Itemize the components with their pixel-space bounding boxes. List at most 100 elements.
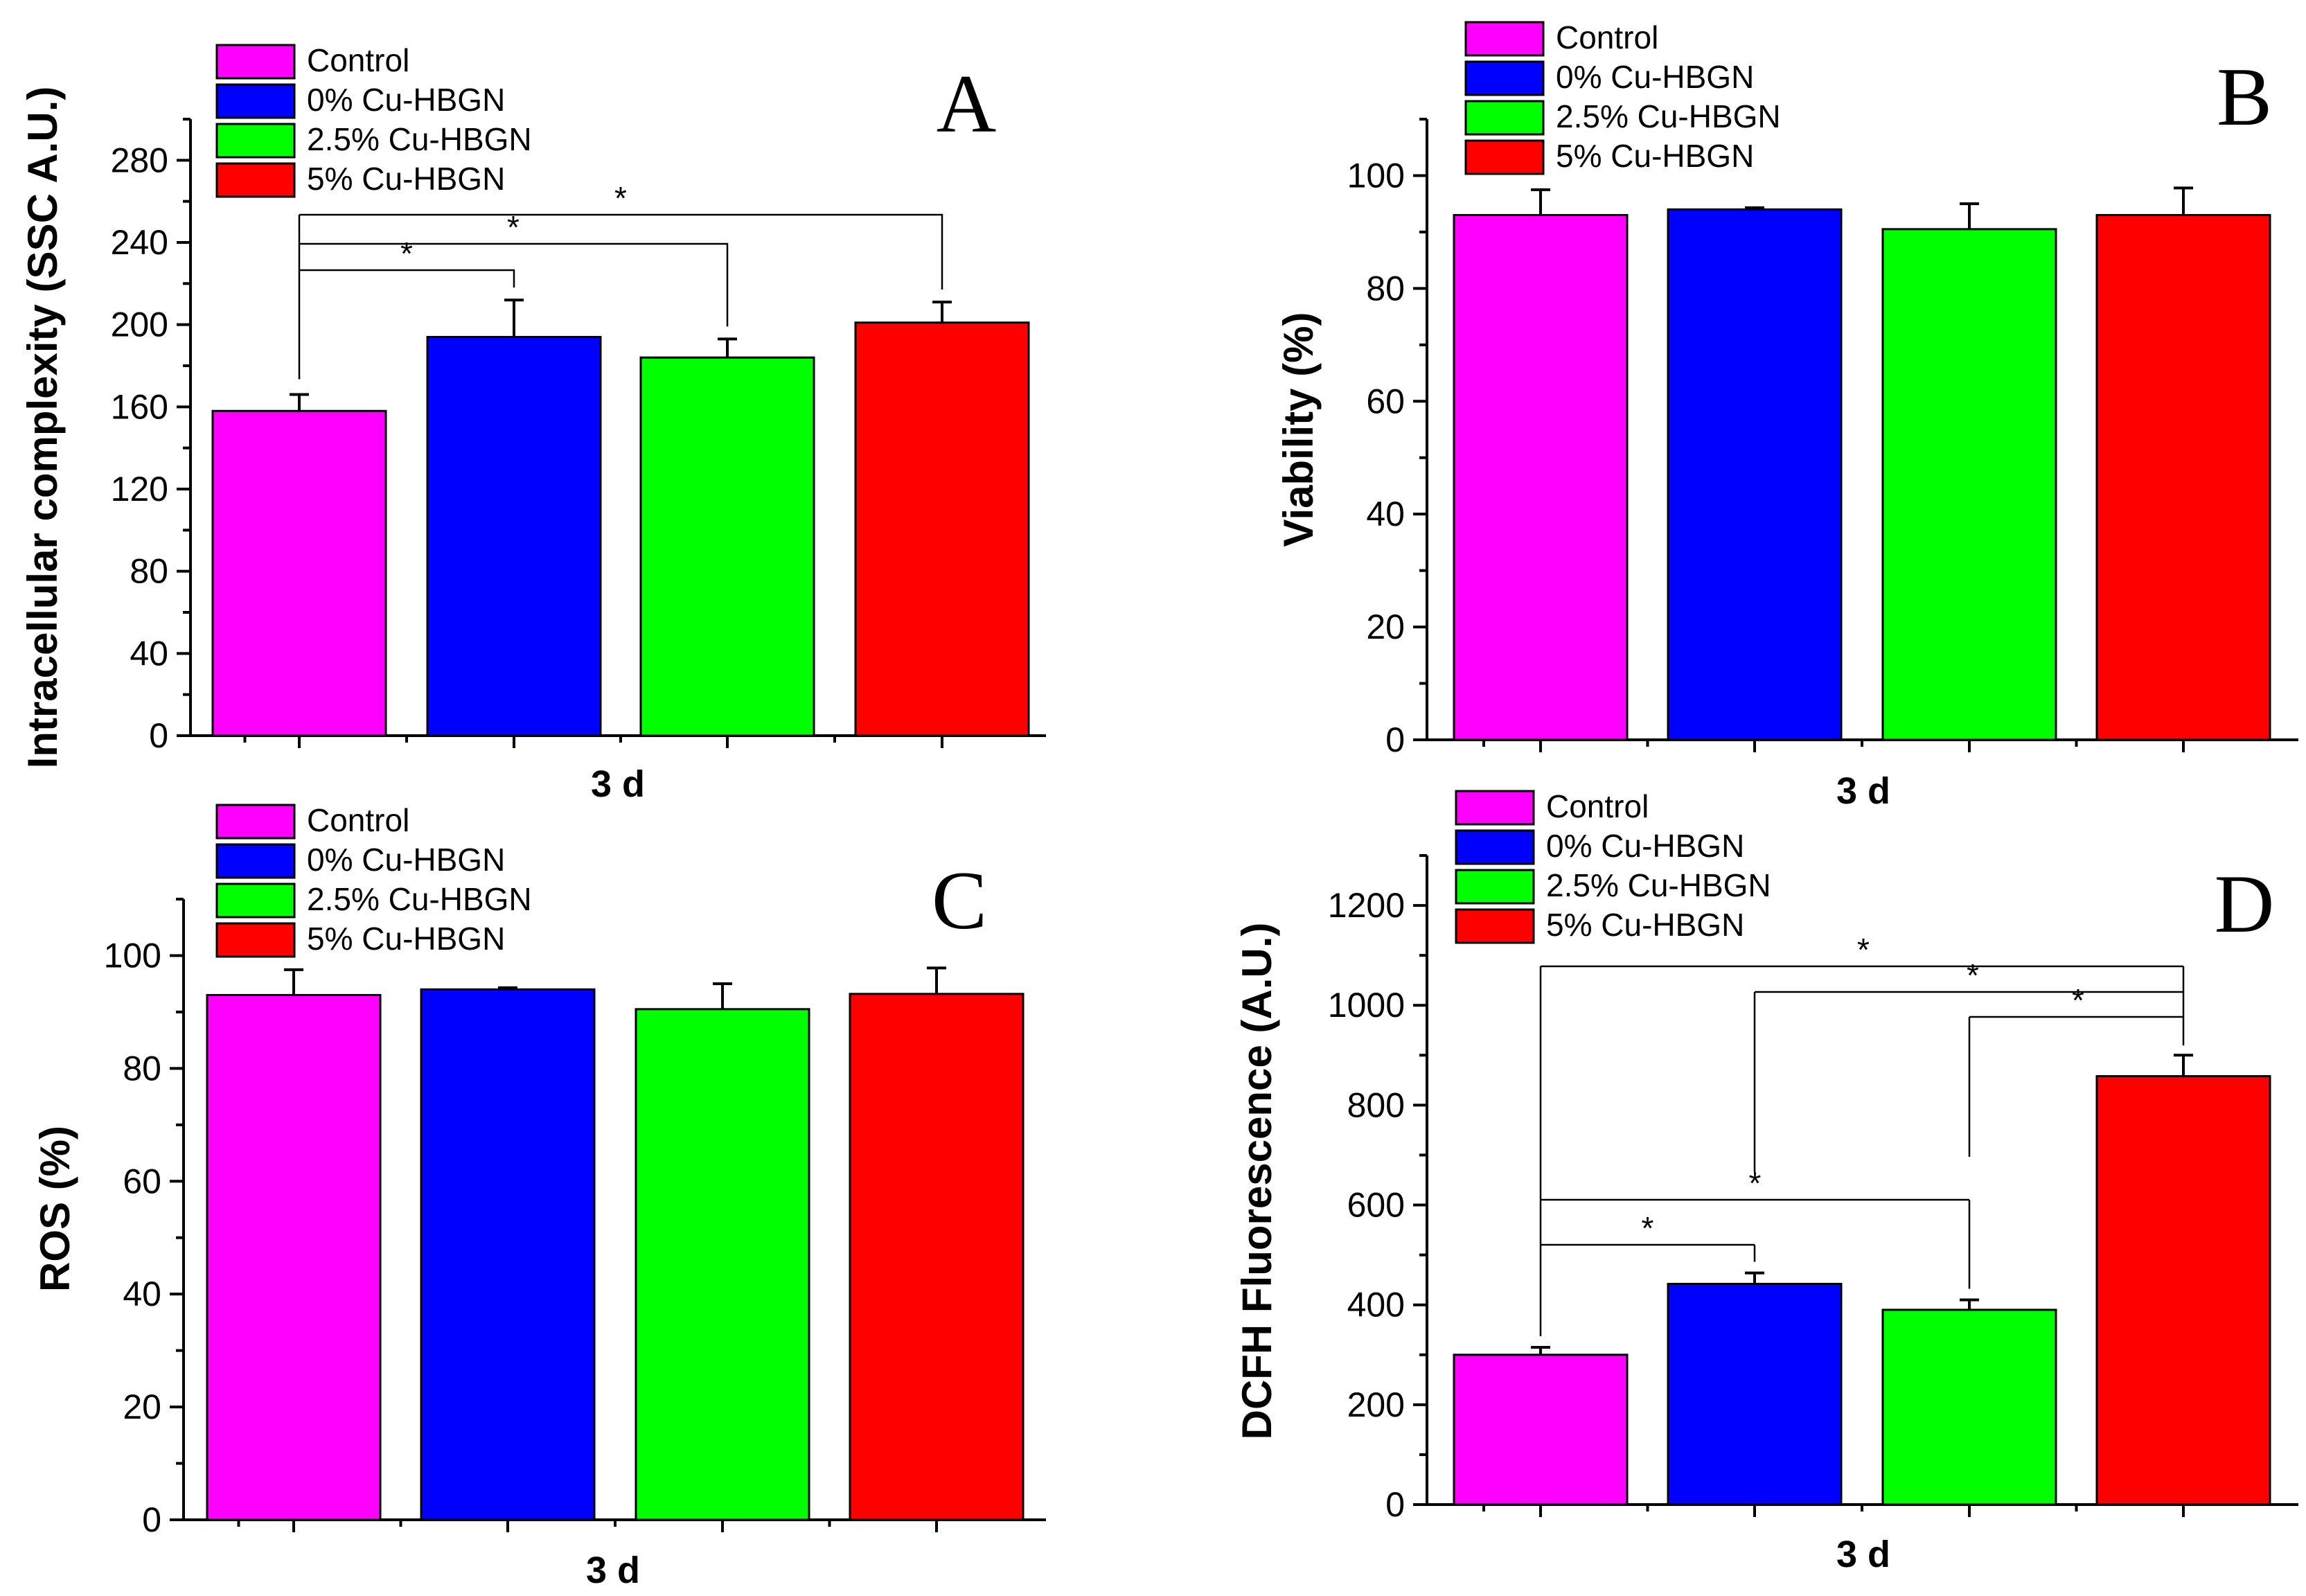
y-tick-label: 160 xyxy=(111,387,168,426)
y-tick-label: 80 xyxy=(130,552,168,591)
legend-swatch xyxy=(1455,869,1535,905)
significance-marker: * xyxy=(1642,1210,1654,1246)
legend-label: Control xyxy=(307,42,409,78)
bar-5-cu-hbgn xyxy=(2095,213,2271,741)
legend-label: 0% Cu-HBGN xyxy=(1546,828,1744,864)
bar-2-5-cu-hbgn xyxy=(1881,1309,2057,1506)
legend-label: 2.5% Cu-HBGN xyxy=(307,121,532,157)
y-tick-label: 600 xyxy=(1347,1186,1405,1225)
y-axis-label: DCFH Fluorescence (A.U.) xyxy=(1234,923,1280,1440)
legend-swatch xyxy=(215,804,296,840)
y-tick-label: 20 xyxy=(123,1387,161,1426)
significance-marker: * xyxy=(1857,932,1870,968)
bar-0-cu-hbgn xyxy=(1667,1282,1843,1506)
y-tick-label: 40 xyxy=(123,1275,161,1313)
panel-letter: C xyxy=(932,854,987,946)
y-tick-label: 0 xyxy=(1385,720,1405,759)
y-tick-label: 40 xyxy=(130,634,168,673)
legend-label: 0% Cu-HBGN xyxy=(307,82,505,118)
legend-label: 5% Cu-HBGN xyxy=(307,161,505,197)
bar-control xyxy=(1453,213,1629,741)
legend-swatch xyxy=(1464,60,1545,96)
y-tick-label: 20 xyxy=(1366,608,1405,646)
y-tick-label: 280 xyxy=(111,141,168,179)
panel-A: 0 40 80 120 160 200 240 280 * * * Intracellular com… xyxy=(19,42,1046,805)
bar-0-cu-hbgn xyxy=(426,335,602,737)
y-tick-label: 120 xyxy=(111,470,168,508)
bar-control xyxy=(211,409,387,737)
legend-label: 5% Cu-HBGN xyxy=(1546,907,1744,943)
legend-swatch xyxy=(1455,908,1535,944)
panel-C: 0 20 40 60 80 100 ROS (%) 3 d Control 0% Cu-HBGN2… xyxy=(32,802,1046,1591)
y-tick-label: 240 xyxy=(111,223,168,262)
legend-label: Control xyxy=(307,802,409,838)
y-tick-label: 0 xyxy=(142,1500,161,1539)
y-axis-label: ROS (%) xyxy=(32,1126,78,1292)
legend-swatch xyxy=(215,123,296,159)
bar-control xyxy=(1453,1354,1629,1506)
y-tick-label: 0 xyxy=(149,716,168,755)
bar-control xyxy=(206,993,382,1521)
legend-label: 5% Cu-HBGN xyxy=(1556,138,1754,174)
legend-swatch xyxy=(215,922,296,958)
legend-label: Control xyxy=(1546,788,1649,824)
legend-label: Control xyxy=(1556,19,1658,55)
legend-label: 0% Cu-HBGN xyxy=(1556,59,1754,95)
significance-marker: * xyxy=(1967,957,1979,993)
y-axis-label: Viability (%) xyxy=(1275,312,1322,547)
significance-bracket xyxy=(299,269,515,288)
bar-5-cu-hbgn xyxy=(849,993,1025,1521)
bar-5-cu-hbgn xyxy=(2095,1075,2271,1506)
y-tick-label: 1000 xyxy=(1328,986,1405,1025)
legend-swatch xyxy=(1464,100,1545,136)
significance-marker: * xyxy=(1749,1165,1762,1201)
legend-label: 5% Cu-HBGN xyxy=(307,921,505,957)
y-tick-label: 80 xyxy=(1366,269,1405,308)
y-tick-label: 60 xyxy=(1366,382,1405,420)
bar-5-cu-hbgn xyxy=(854,321,1030,737)
y-tick-label: 100 xyxy=(104,936,161,975)
significance-bracket xyxy=(299,242,729,327)
y-tick-label: 800 xyxy=(1347,1085,1405,1124)
y-tick-label: 80 xyxy=(123,1049,161,1088)
bar-2-5-cu-hbgn xyxy=(1881,228,2057,741)
significance-marker: * xyxy=(400,236,413,272)
legend-swatch xyxy=(215,83,296,119)
bar-2-5-cu-hbgn xyxy=(635,1008,810,1521)
legend-label: 2.5% Cu-HBGN xyxy=(1546,867,1771,903)
y-tick-label: 400 xyxy=(1347,1286,1405,1324)
legend-swatch xyxy=(215,843,296,879)
x-axis-label: 3 d xyxy=(1836,770,1890,812)
bar-0-cu-hbgn xyxy=(1667,208,1843,741)
y-tick-label: 1200 xyxy=(1328,886,1405,925)
significance-bracket xyxy=(299,213,943,290)
legend-label: 2.5% Cu-HBGN xyxy=(1556,98,1781,134)
legend-swatch xyxy=(1464,139,1545,175)
legend-swatch xyxy=(215,44,296,80)
y-tick-label: 40 xyxy=(1366,495,1405,533)
legend-label: 2.5% Cu-HBGN xyxy=(307,881,532,917)
panel-letter: B xyxy=(2217,51,2272,143)
bar-2-5-cu-hbgn xyxy=(639,356,815,737)
y-tick-label: 0 xyxy=(1385,1485,1405,1524)
significance-marker: * xyxy=(614,180,627,216)
y-tick-label: 200 xyxy=(111,305,168,344)
legend-swatch xyxy=(1455,829,1535,865)
x-axis-label: 3 d xyxy=(591,763,645,805)
y-tick-label: 100 xyxy=(1347,156,1405,195)
legend-label: 0% Cu-HBGN xyxy=(307,842,505,878)
significance-marker: * xyxy=(2072,982,2084,1018)
legend-swatch xyxy=(1455,790,1535,826)
significance-marker: * xyxy=(507,209,520,245)
panel-D: 0 200 400 600 800 1000 1200 * * * * * DCFH Fluoresce… xyxy=(1234,788,2298,1575)
legend-swatch xyxy=(1464,21,1545,57)
x-axis-label: 3 d xyxy=(1836,1534,1890,1575)
panel-letter: A xyxy=(937,57,997,150)
x-axis-label: 3 d xyxy=(586,1550,640,1591)
